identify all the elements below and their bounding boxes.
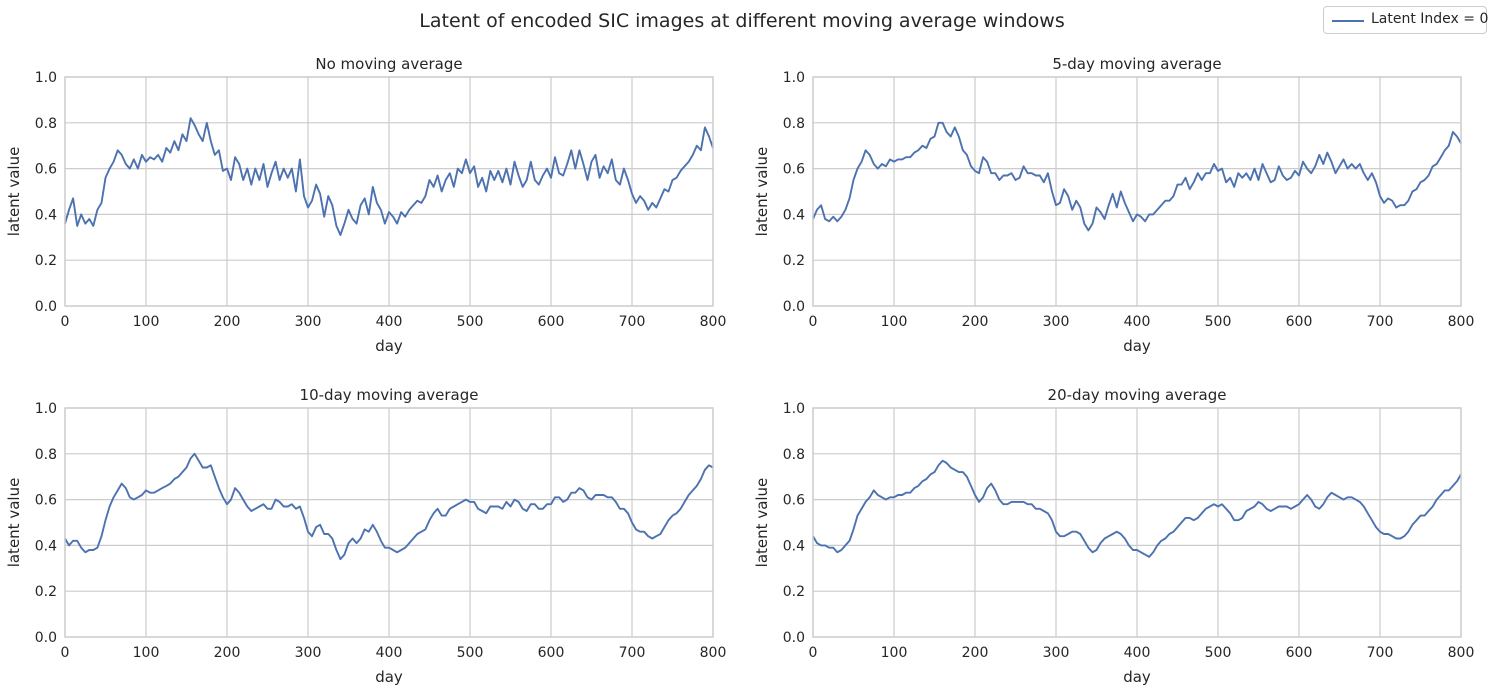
panel-2-title: 5-day moving average (1052, 55, 1221, 73)
panel-4-x-tick-label: 100 (881, 645, 908, 661)
panel-3-plot-frame (64, 407, 714, 638)
panel-2-x-tick-label: 500 (1205, 314, 1232, 330)
panel-1-y-tick-label: 0.2 (35, 253, 57, 269)
panel-2-x-tick-label: 300 (1043, 314, 1070, 330)
panel-2-y-tick-label: 0.8 (783, 116, 805, 132)
panel-4-x-tick-label: 500 (1205, 645, 1232, 661)
panel-3-x-tick-label: 400 (376, 645, 403, 661)
panel-2-y-tick-label: 0.6 (783, 162, 805, 178)
panel-3-y-tick-label: 0.0 (35, 630, 57, 646)
panel-1-x-tick-label: 200 (214, 314, 241, 330)
panel-2-x-tick-label: 200 (962, 314, 989, 330)
panel-1-y-tick-label: 1.0 (35, 70, 57, 86)
panel-3-y-axis-label: latent value (5, 478, 23, 568)
figure-title: Latent of encoded SIC images at differen… (419, 10, 1065, 32)
panel-4-x-tick-label: 600 (1286, 645, 1313, 661)
legend-label: Latent Index = 0 (1371, 11, 1489, 27)
panel-2-x-tick-label: 800 (1448, 314, 1475, 330)
panel-3-y-tick-label: 0.4 (35, 538, 57, 554)
panel-3-series-line (64, 452, 714, 561)
panel-2-y-tick-label: 0.4 (783, 207, 805, 223)
legend-line-swatch (1332, 20, 1364, 22)
panel-1-x-axis-label: day (375, 337, 403, 355)
panel-1-x-tick-label: 800 (700, 314, 727, 330)
panel-2-y-tick-label: 0.2 (783, 253, 805, 269)
panel-2-x-axis-label: day (1123, 337, 1151, 355)
panel-2-y-tick-label: 0.0 (783, 299, 805, 315)
panel-4-title: 20-day moving average (1048, 386, 1227, 404)
panel-1-x-tick-label: 400 (376, 314, 403, 330)
panel-3-x-tick-label: 300 (295, 645, 322, 661)
panel-1-y-tick-label: 0.6 (35, 162, 57, 178)
panel-3-x-tick-label: 100 (133, 645, 160, 661)
panel-1-x-tick-label: 300 (295, 314, 322, 330)
panel-4-y-tick-label: 0.2 (783, 584, 805, 600)
panel-1-x-tick-label: 500 (457, 314, 484, 330)
panel-2-y-axis-label: latent value (753, 147, 771, 237)
panel-1-y-tick-label: 0.4 (35, 207, 57, 223)
panel-4-x-tick-label: 800 (1448, 645, 1475, 661)
panel-2-x-tick-label: 700 (1367, 314, 1394, 330)
panel-4-x-tick-label: 0 (809, 645, 818, 661)
panel-3-x-tick-label: 700 (619, 645, 646, 661)
panel-4-y-tick-label: 0.8 (783, 447, 805, 463)
panel-3-y-tick-label: 0.8 (35, 447, 57, 463)
legend: Latent Index = 0 (1323, 6, 1489, 34)
panel-1-x-tick-label: 100 (133, 314, 160, 330)
panel-1-series-line (64, 117, 714, 236)
panel-1-y-axis-label: latent value (5, 147, 23, 237)
panel-4-y-tick-label: 0.4 (783, 538, 805, 554)
panel-4-plot-frame (812, 407, 1462, 638)
panel-4-y-tick-label: 1.0 (783, 401, 805, 417)
panel-2-x-tick-label: 0 (809, 314, 818, 330)
panel-3-x-tick-label: 0 (61, 645, 70, 661)
panel-1-y-tick-label: 0.8 (35, 116, 57, 132)
panel-2-series-line (812, 121, 1462, 232)
panel-3-x-tick-label: 200 (214, 645, 241, 661)
panel-4-y-tick-label: 0.6 (783, 493, 805, 509)
panel-4-x-tick-label: 700 (1367, 645, 1394, 661)
panel-1-plot-frame (64, 76, 714, 307)
panel-1-title: No moving average (315, 55, 462, 73)
panel-1-y-tick-label: 0.0 (35, 299, 57, 315)
panel-4-x-tick-label: 400 (1124, 645, 1151, 661)
panel-3-x-tick-label: 800 (700, 645, 727, 661)
panel-1-x-tick-label: 700 (619, 314, 646, 330)
panel-4-x-tick-label: 200 (962, 645, 989, 661)
panel-2-x-tick-label: 600 (1286, 314, 1313, 330)
panel-3-y-tick-label: 0.6 (35, 493, 57, 509)
panel-2-plot-frame (812, 76, 1462, 307)
panel-2-y-tick-label: 1.0 (783, 70, 805, 86)
panel-4-y-tick-label: 0.0 (783, 630, 805, 646)
panel-3-y-tick-label: 0.2 (35, 584, 57, 600)
panel-2-x-tick-label: 100 (881, 314, 908, 330)
panel-3-y-tick-label: 1.0 (35, 401, 57, 417)
panel-1-x-tick-label: 600 (538, 314, 565, 330)
panel-3-x-tick-label: 500 (457, 645, 484, 661)
panel-3-x-tick-label: 600 (538, 645, 565, 661)
panel-4-x-tick-label: 300 (1043, 645, 1070, 661)
panel-1-x-tick-label: 0 (61, 314, 70, 330)
panel-4-y-axis-label: latent value (753, 478, 771, 568)
panel-3-title: 10-day moving average (300, 386, 479, 404)
panel-4-x-axis-label: day (1123, 668, 1151, 686)
panel-4-series-line (812, 459, 1462, 558)
panel-3-x-axis-label: day (375, 668, 403, 686)
panel-2-x-tick-label: 400 (1124, 314, 1151, 330)
